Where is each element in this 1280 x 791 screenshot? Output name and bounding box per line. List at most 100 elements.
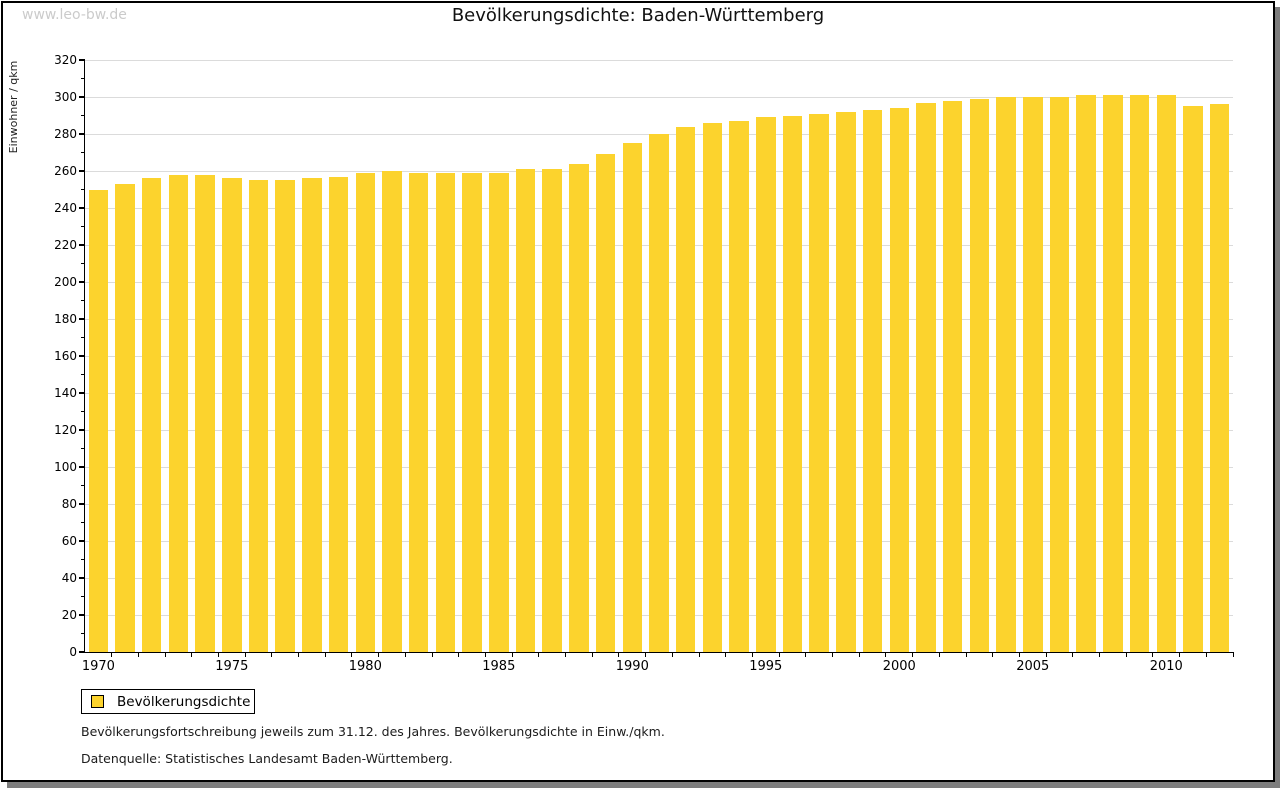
legend-label: Bevölkerungsdichte [117, 693, 251, 710]
y-tick-label-120: 120 [54, 423, 77, 437]
x-tick-14 [458, 652, 460, 657]
x-tick-label-2010: 2010 [1149, 659, 1183, 674]
bar-1990 [622, 143, 643, 652]
y-tick-30 [81, 595, 85, 598]
x-tick-1 [111, 652, 113, 657]
bar-1984 [462, 172, 482, 652]
y-tick-240 [79, 207, 85, 209]
bar-1978 [302, 178, 322, 652]
x-tick-34 [992, 652, 994, 657]
bar-1974 [195, 174, 215, 652]
x-tick-7 [271, 652, 273, 657]
bar-2002 [942, 100, 963, 652]
x-tick-33 [965, 652, 967, 657]
x-tick-label-1985: 1985 [482, 659, 516, 674]
bar-1980 [355, 172, 376, 652]
y-tick-280 [79, 133, 85, 135]
x-tick-3 [164, 652, 166, 657]
bar-1987 [542, 169, 562, 652]
y-tick-220 [79, 244, 85, 246]
y-tick-label-220: 220 [54, 238, 77, 252]
y-tick-label-40: 40 [61, 571, 77, 585]
y-tick-label-280: 280 [54, 127, 77, 141]
y-tick-80 [79, 503, 85, 505]
bar-2011 [1183, 106, 1203, 652]
y-tick-270 [81, 151, 85, 154]
x-tick-43 [1232, 652, 1234, 657]
bar-1992 [675, 126, 696, 652]
bar-1981 [382, 171, 402, 652]
x-tick-41 [1179, 652, 1181, 657]
bar-1996 [782, 115, 803, 652]
bar-1988 [569, 163, 589, 652]
y-tick-label-160: 160 [54, 349, 77, 363]
x-tick-25 [751, 652, 753, 657]
bar-1971 [115, 183, 135, 652]
y-tick-label-240: 240 [54, 201, 77, 215]
y-tick-10 [81, 632, 85, 635]
x-tick-8 [298, 652, 300, 657]
watermark: www.leo-bw.de [22, 7, 127, 23]
y-tick-0 [79, 651, 85, 653]
y-tick-180 [79, 318, 85, 320]
x-tick-19 [591, 652, 593, 657]
y-tick-260 [79, 170, 85, 172]
y-tick-label-80: 80 [61, 497, 77, 511]
bar-1970 [88, 189, 109, 652]
x-tick-35 [1018, 652, 1020, 657]
bar-1997 [809, 113, 829, 652]
footnote-data-source: Datenquelle: Statistisches Landesamt Bad… [81, 751, 453, 766]
x-tick-39 [1125, 652, 1127, 657]
y-tick-170 [81, 336, 85, 339]
y-tick-20 [79, 614, 85, 616]
plot-area: 0 20 40 60 80 100 120 140 160 180 200 220 240 260 280 3… [54, 53, 1234, 674]
x-tick-18 [565, 652, 567, 657]
x-tick-42 [1205, 652, 1207, 657]
y-tick-label-140: 140 [54, 386, 77, 400]
x-tick-6 [244, 652, 246, 657]
x-tick-29 [858, 652, 860, 657]
y-tick-label-100: 100 [54, 460, 77, 474]
x-tick-label-2005: 2005 [1016, 659, 1050, 674]
x-tick-label-2000: 2000 [882, 659, 916, 674]
y-tick-90 [81, 484, 85, 487]
bar-1998 [836, 111, 856, 652]
bar-2001 [916, 102, 936, 652]
y-tick-label-60: 60 [61, 534, 77, 548]
y-tick-120 [79, 429, 85, 431]
y-tick-70 [81, 521, 85, 524]
bar-1993 [702, 122, 723, 652]
legend-box: Bevölkerungsdichte [81, 689, 255, 714]
bar-2005 [1023, 97, 1043, 652]
y-tick-110 [81, 447, 85, 450]
bar-1973 [168, 174, 189, 652]
x-tick-38 [1099, 652, 1100, 657]
x-tick-15 [484, 652, 486, 657]
y-tick-300 [79, 96, 85, 98]
x-tick-11 [378, 652, 380, 657]
x-tick-20 [618, 652, 620, 657]
x-tick-label-1970: 1970 [81, 659, 115, 674]
bar-2000 [889, 108, 909, 652]
x-tick-12 [404, 652, 406, 657]
bar-1995 [756, 117, 776, 652]
legend-swatch-icon [91, 695, 104, 708]
bar-2010 [1156, 95, 1176, 652]
x-tick-22 [671, 652, 673, 657]
bar-1972 [141, 178, 162, 652]
gridline-300 [85, 96, 1233, 98]
bar-1989 [595, 154, 616, 652]
x-tick-37 [1072, 652, 1074, 657]
x-tick-label-1995: 1995 [749, 659, 783, 674]
x-tick-label-1990: 1990 [615, 659, 649, 674]
x-tick-9 [324, 652, 326, 657]
y-tick-60 [79, 540, 85, 542]
bar-1999 [862, 109, 883, 652]
y-tick-40 [79, 577, 85, 579]
bar-1982 [408, 172, 429, 652]
y-tick-290 [81, 114, 85, 117]
y-tick-320 [79, 59, 85, 61]
y-tick-200 [79, 281, 85, 283]
y-tick-50 [81, 558, 85, 561]
bar-2007 [1076, 95, 1096, 652]
